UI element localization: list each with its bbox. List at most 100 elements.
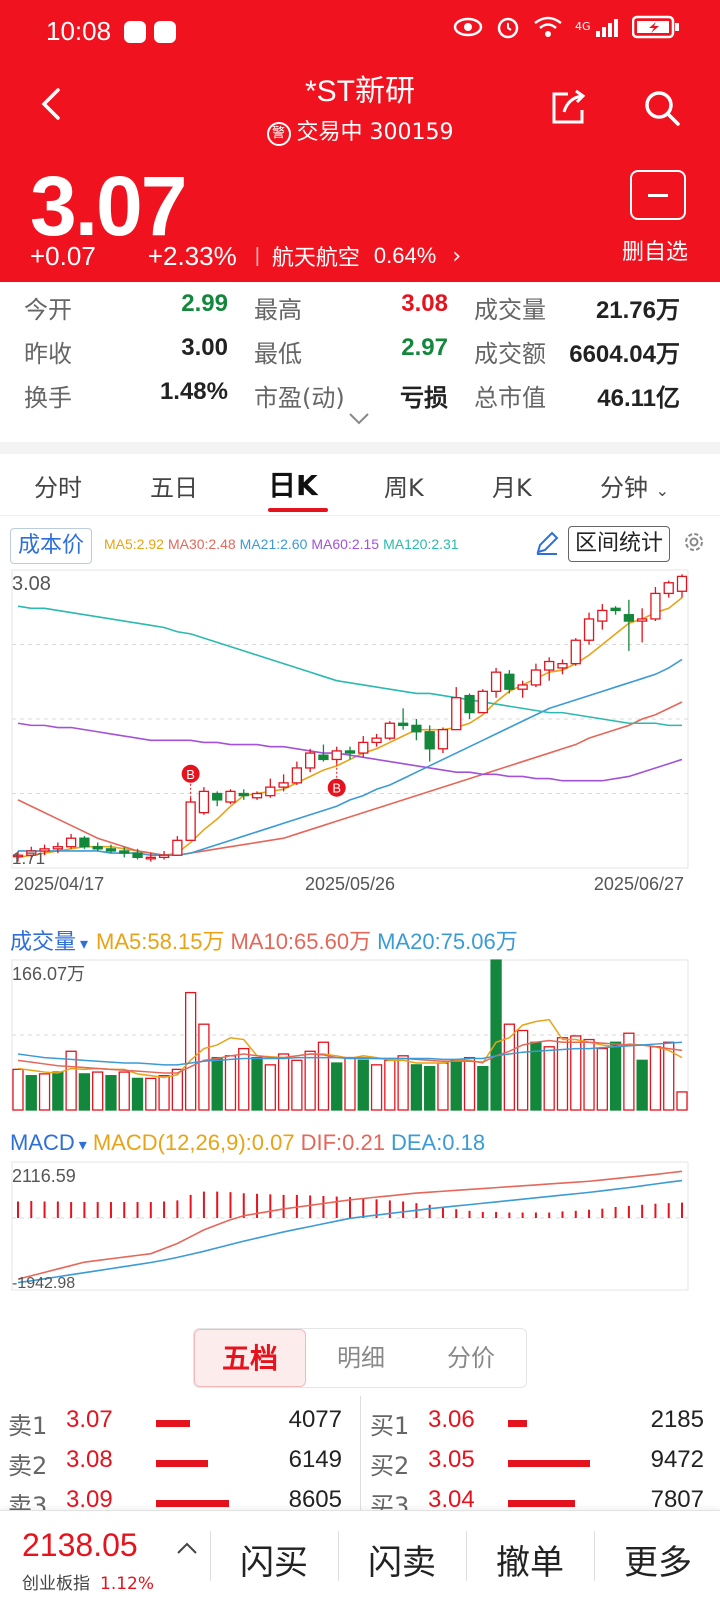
volume-bar — [357, 1059, 369, 1111]
tab-monthly-k[interactable]: 月K — [492, 474, 532, 502]
signal-icon: 4G — [575, 17, 620, 37]
sector-name[interactable]: 航天航空 — [271, 246, 360, 271]
orderbook.sell-order-row: 卖1 3.07 4077 — [0, 1402, 350, 1442]
dea-line — [17, 1179, 683, 1284]
period-tabs: 分时 五日 日K 周K 月K 分钟 ⌄ — [0, 456, 720, 516]
volume-bar — [649, 1046, 662, 1111]
candle-body — [637, 618, 648, 622]
volume-chart[interactable]: 166.07万 — [0, 958, 720, 1112]
flash-buy-button[interactable]: 闪买 — [240, 1543, 308, 1583]
candle-body — [119, 850, 130, 854]
eye-icon — [453, 17, 483, 37]
segment-detail[interactable]: 明细 — [337, 1344, 385, 1372]
dif-line — [17, 1170, 683, 1280]
ma-legend-item: MA30:2.48 — [167, 536, 236, 552]
candle-body — [52, 846, 63, 850]
candle-body — [185, 801, 196, 841]
volume-bar — [450, 1059, 462, 1111]
kline-chart[interactable]: B B 3.08 1.71 2025/04/17 2025/05/26 2025/06/27 — [0, 568, 720, 908]
candle-body — [305, 752, 316, 769]
cost-price-button[interactable]: 成本价 — [10, 528, 92, 564]
candle-body — [145, 856, 156, 860]
index-name: 创业板指 — [22, 1574, 90, 1594]
volume-bar — [623, 1032, 635, 1111]
tab-minute-label: 分钟 — [600, 474, 648, 502]
range-stats-button[interactable]: 区间统计 — [568, 526, 670, 562]
gear-icon[interactable] — [682, 530, 706, 554]
chevron-down-icon[interactable] — [348, 412, 370, 426]
status-icons: 4G — [453, 14, 680, 40]
quote-value: 3.08 — [401, 290, 448, 317]
index-value[interactable]: 2138.05 — [22, 1527, 138, 1563]
order-volume: 7807 — [650, 1486, 704, 1513]
candle-body — [79, 837, 90, 848]
network-type: 4G — [574, 20, 591, 33]
candle-body — [26, 850, 37, 856]
more-button[interactable]: 更多 — [624, 1543, 692, 1583]
y-max-label: 3.08 — [12, 573, 51, 595]
x-axis-label: 2025/06/27 — [594, 874, 684, 894]
volume-legend-item: MA5:58.15万 — [96, 929, 225, 954]
order-volume-bar — [156, 1500, 229, 1507]
chevron-up-icon[interactable] — [176, 1541, 198, 1555]
tab-minute[interactable]: 分钟 ⌄ — [600, 468, 669, 503]
flash-sell-button[interactable]: 闪卖 — [368, 1543, 436, 1583]
chevron-right-icon[interactable]: › — [452, 243, 462, 269]
macd-chart[interactable]: 2116.59 -1942.98 — [0, 1160, 720, 1314]
tab-daily-k[interactable]: 日K — [268, 469, 318, 502]
candle-body — [371, 737, 382, 744]
volume-bar — [317, 1041, 330, 1111]
weibo-app-icon — [154, 21, 176, 43]
ma-legend-item: MA21:2.60 — [239, 536, 308, 552]
macd-legend-item: DIF:0.21 — [300, 1130, 385, 1155]
section-divider — [0, 442, 720, 454]
candle-body — [132, 852, 143, 859]
price-change-pct: +2.33% — [147, 240, 237, 271]
remove-favorite-button[interactable] — [630, 170, 686, 220]
sell-orders: 卖1 3.07 4077 卖2 3.08 6149 卖3 3.09 8605 — [0, 1402, 350, 1522]
battery-icon — [632, 15, 679, 39]
search-icon[interactable] — [642, 88, 682, 128]
message-app-icon — [124, 21, 146, 43]
volume-bar — [609, 1041, 622, 1111]
share-icon[interactable] — [548, 88, 588, 128]
volume-bar — [105, 1075, 117, 1111]
volume-bar — [477, 1065, 489, 1111]
volume-bar — [158, 1075, 170, 1111]
volume-bar — [516, 1029, 529, 1111]
order-price: 3.05 — [428, 1446, 475, 1473]
volume-bar — [370, 1064, 383, 1111]
candle-body — [477, 690, 488, 714]
quote-value: 亏损 — [400, 385, 448, 412]
trade-state: 交易中 — [296, 120, 363, 145]
candle-body — [251, 792, 263, 799]
bottom-bar: 2138.05 创业板指 1.12% 闪买 闪卖 撤单 更多 — [0, 1510, 720, 1600]
candle-body — [318, 754, 329, 761]
quote-value: 6604.04万 — [569, 341, 680, 368]
volume-bar — [676, 1091, 688, 1111]
back-icon[interactable] — [34, 84, 68, 124]
stock-name: *ST新研 — [304, 75, 415, 108]
tab-weekly-k[interactable]: 周K — [384, 474, 424, 502]
candle-body — [265, 786, 276, 797]
volume-ma20-line — [17, 1041, 683, 1066]
candle-body — [198, 790, 210, 814]
quote-label: 最高 — [254, 296, 302, 324]
stock-subtitle: 警交易中 300159 — [0, 114, 720, 146]
segment-price-dist[interactable]: 分价 — [447, 1344, 495, 1372]
macd-legend: MACD ▾ MACD(12,26,9):0.07 DIF:0.21 DEA:0.18 — [10, 1130, 491, 1156]
quote-label: 换手 — [24, 384, 72, 412]
segment-five-levels[interactable]: 五档 — [194, 1329, 306, 1387]
cancel-order-button[interactable]: 撤单 — [496, 1543, 564, 1583]
volume-bar — [424, 1065, 436, 1111]
volume-bar — [596, 1047, 608, 1111]
candle-body — [278, 782, 289, 788]
remove-favorite-label[interactable]: 删自选 — [622, 240, 689, 265]
pen-icon[interactable] — [534, 530, 560, 556]
tab-intraday[interactable]: 分时 — [34, 474, 82, 502]
quote-label: 总市值 — [474, 384, 546, 412]
tab-five-day[interactable]: 五日 — [150, 474, 198, 502]
order-volume: 8605 — [288, 1486, 342, 1513]
volume-bar — [25, 1075, 37, 1111]
bar-divider — [210, 1531, 211, 1581]
